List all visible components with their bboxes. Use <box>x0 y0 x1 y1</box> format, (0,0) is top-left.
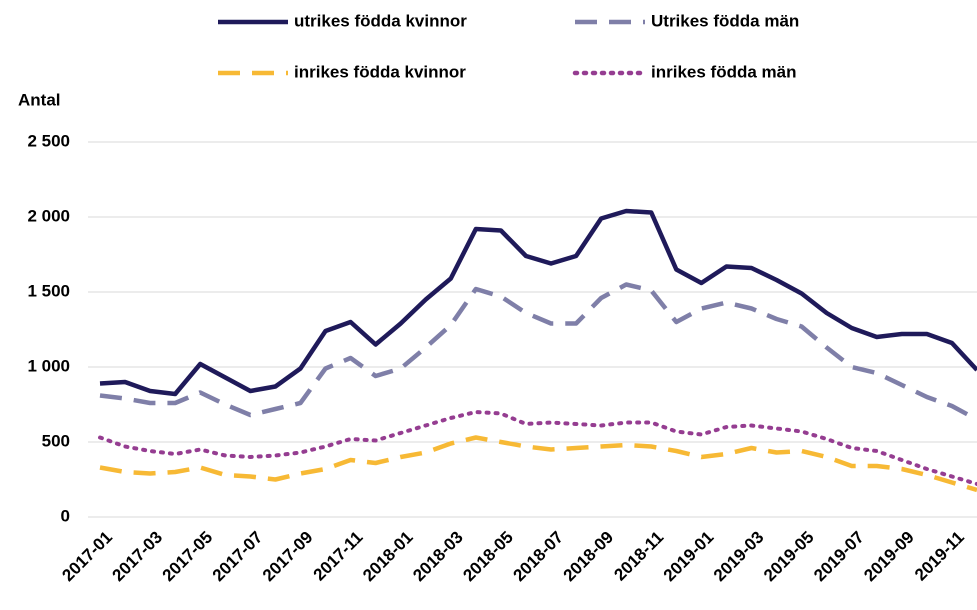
series-line <box>99 208 977 397</box>
series-line <box>98 410 977 486</box>
x-tick-label: 2017-11 <box>310 528 367 585</box>
x-tick-label: 2019-05 <box>760 528 818 586</box>
legend-label: inrikes födda kvinnor <box>294 62 466 81</box>
x-tick-label: 2019-07 <box>810 528 868 586</box>
legend-label: utrikes födda kvinnor <box>294 11 467 30</box>
y-tick-label: 2 500 <box>27 131 70 150</box>
y-tick-label: 1 500 <box>27 281 70 300</box>
x-tick-label: 2019-11 <box>911 528 968 585</box>
x-tick-label: 2017-07 <box>209 528 267 586</box>
x-tick-label: 2018-09 <box>560 528 618 586</box>
x-tick-label: 2018-05 <box>459 528 517 586</box>
x-tick-label: 2018-03 <box>409 528 467 586</box>
series-line <box>99 435 977 493</box>
x-tick-label: 2018-11 <box>610 528 667 585</box>
x-tick-label: 2019-03 <box>710 528 768 586</box>
series-line <box>99 282 977 422</box>
y-tick-label: 2 000 <box>27 206 70 225</box>
x-tick-label: 2017-01 <box>58 528 116 586</box>
x-tick-label: 2019-09 <box>860 528 918 586</box>
x-tick-label: 2017-09 <box>259 528 317 586</box>
y-tick-label: 1 000 <box>27 356 70 375</box>
y-tick-label: 0 <box>61 506 70 525</box>
legend-label: Utrikes födda män <box>651 11 799 30</box>
x-tick-label: 2018-07 <box>509 528 567 586</box>
x-tick-label: 2017-05 <box>159 528 217 586</box>
x-tick-label: 2017-03 <box>109 528 167 586</box>
y-tick-label: 500 <box>42 431 70 450</box>
y-axis-title: Antal <box>18 90 61 109</box>
legend-label: inrikes födda män <box>651 62 796 81</box>
x-tick-label: 2019-01 <box>660 528 718 586</box>
x-tick-label: 2018-01 <box>359 528 417 586</box>
